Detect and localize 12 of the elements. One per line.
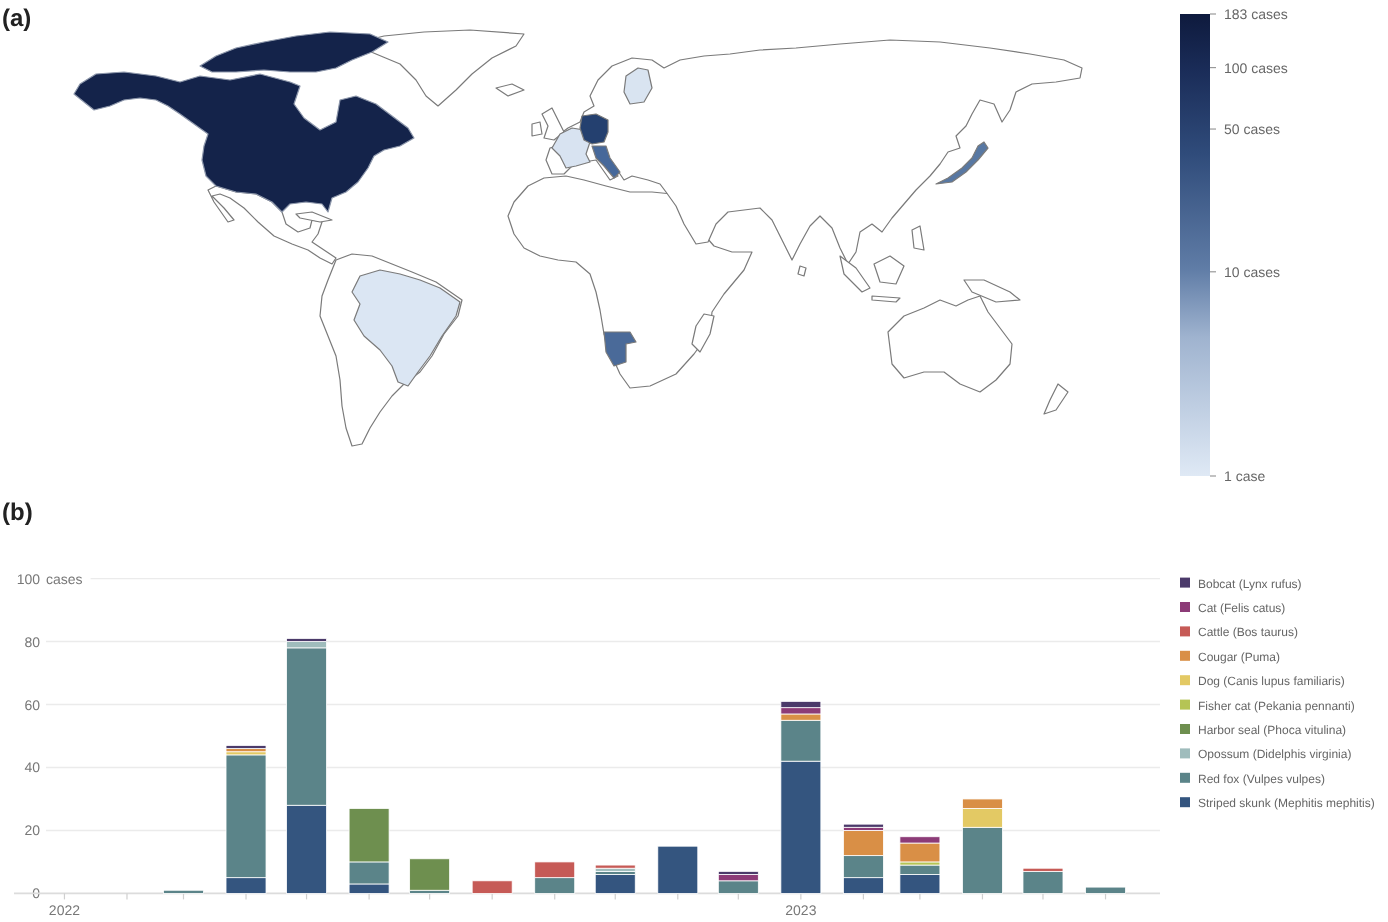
bar [657,845,699,894]
chart-title: (b) [2,498,33,526]
bar [780,700,822,709]
bar [409,858,451,891]
bar [1085,886,1126,894]
bar [1022,870,1064,894]
bar [717,880,759,894]
bar [899,874,941,894]
bar [594,874,636,894]
bar [780,707,822,715]
bar [471,880,513,894]
text: (a) [2,4,32,32]
